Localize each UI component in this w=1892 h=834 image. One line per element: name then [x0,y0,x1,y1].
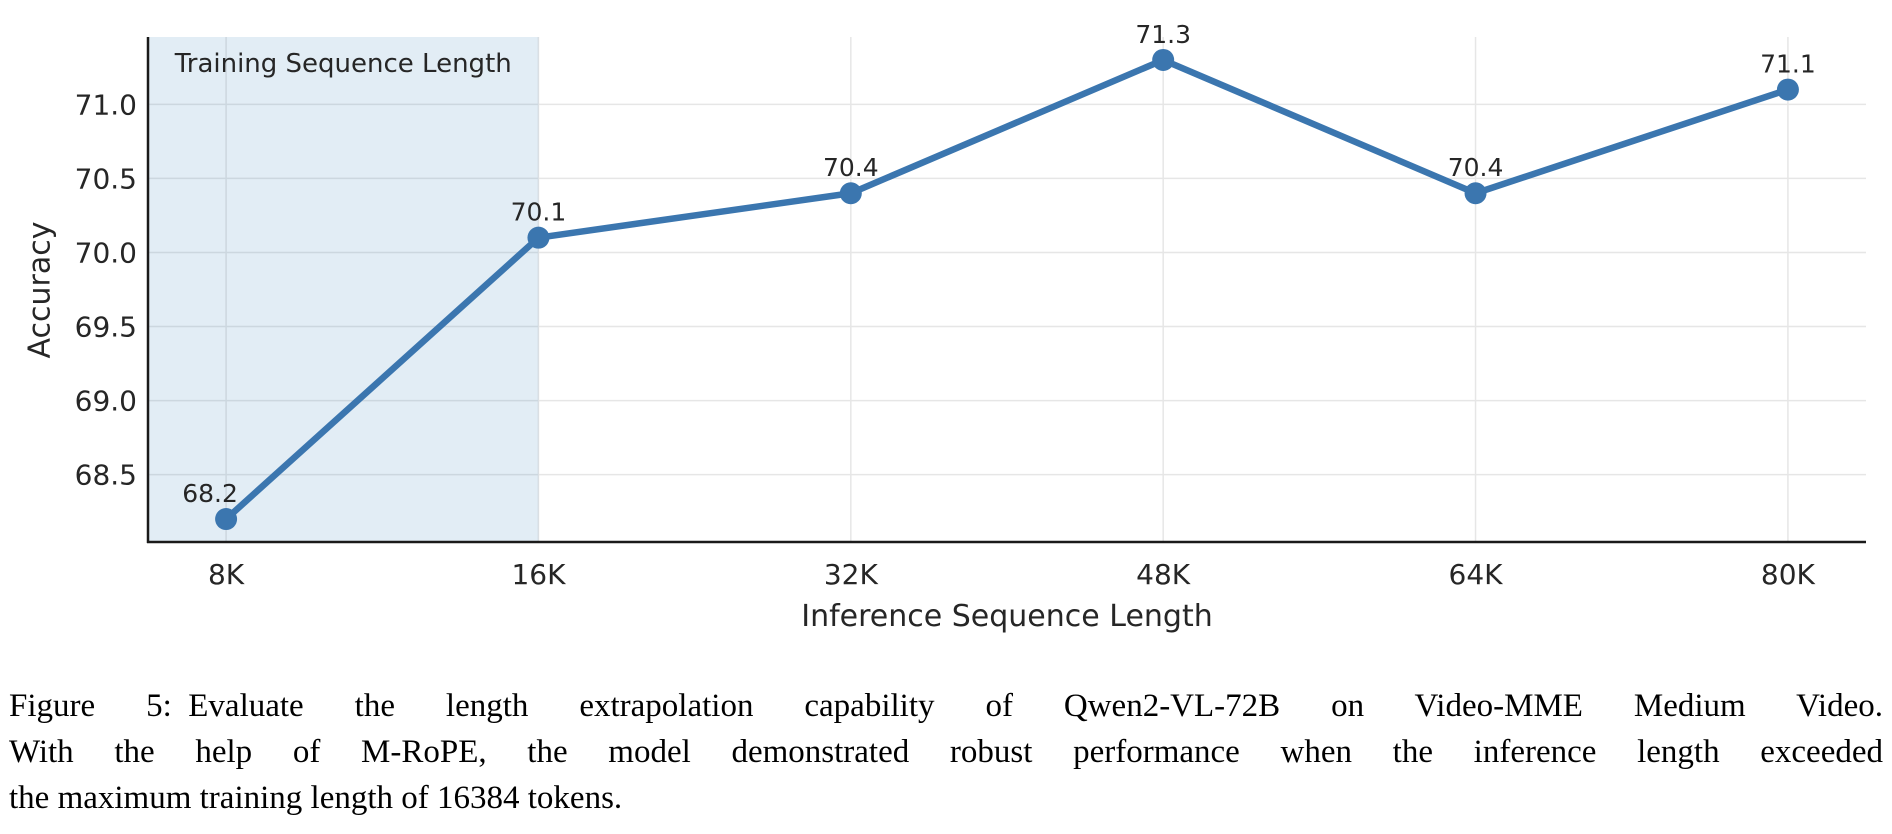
line-chart: Training Sequence Length 68.2 70.1 70.4 71.3… [23,20,1866,634]
x-tick-label: 8K [208,558,245,591]
x-tick-label: 16K [511,558,566,591]
y-tick-label: 70.5 [75,162,137,195]
data-point [527,226,550,249]
data-point-label: 71.3 [1135,20,1191,49]
data-point [839,182,862,205]
training-length-band-label: Training Sequence Length [174,49,512,79]
data-point-label: 70.4 [1448,153,1504,182]
x-tick-label: 32K [824,558,879,591]
y-tick-label: 71.0 [75,88,137,121]
data-point [215,508,238,531]
y-tick-label: 68.5 [75,459,137,492]
data-point-label: 68.2 [182,479,238,508]
accuracy-line [222,56,1792,523]
caption-line-1: Figure 5: Evaluate the length extrapolat… [9,688,1883,724]
data-point [1776,78,1799,101]
data-point [1464,182,1487,205]
caption-line-3: the maximum training length of 16384 tok… [9,780,623,816]
y-tick-label: 69.5 [75,311,137,344]
figure-caption: Figure 5: Evaluate the length extrapolat… [9,683,1883,821]
x-tick-label: 80K [1761,558,1816,591]
x-axis-title: Inference Sequence Length [801,599,1213,634]
x-tick-label: 64K [1449,558,1504,591]
data-point-label: 71.1 [1760,50,1816,79]
data-point-label: 70.4 [823,153,879,182]
caption-line-2: With the help of M-RoPE, the model demon… [9,734,1883,770]
y-axis-title: Accuracy [23,222,58,359]
y-tick-label: 70.0 [75,236,137,269]
training-length-band [148,37,539,542]
x-tick-label: 48K [1136,558,1191,591]
data-point [1152,48,1175,71]
data-point-label: 70.1 [511,198,567,227]
y-tick-label: 69.0 [75,385,137,418]
